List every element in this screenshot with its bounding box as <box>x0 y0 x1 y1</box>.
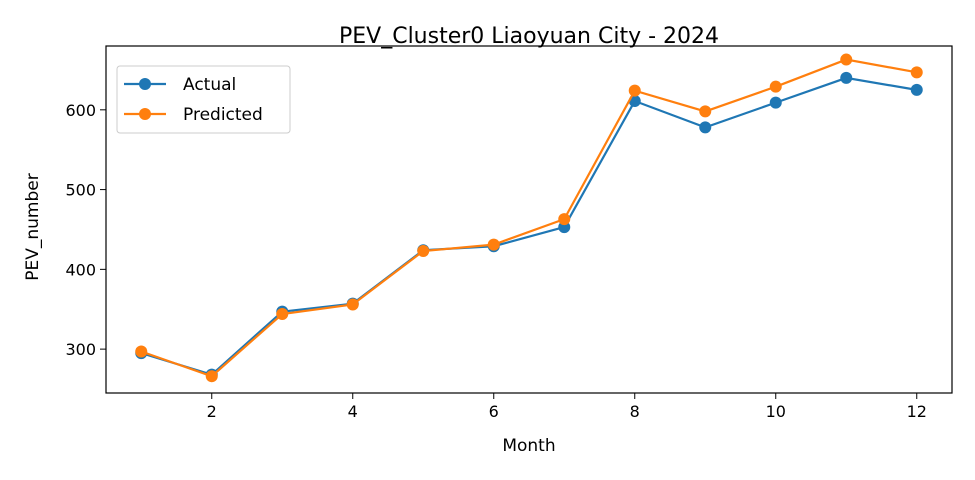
chart-title: PEV_Cluster0 Liaoyuan City - 2024 <box>339 24 719 49</box>
plot-area <box>105 45 953 394</box>
data-point-predicted <box>417 245 430 258</box>
data-point-predicted <box>558 213 571 226</box>
data-point-predicted <box>135 345 148 358</box>
x-tick-label: 4 <box>348 402 358 421</box>
legend-box <box>116 65 291 134</box>
y-tick-label: 500 <box>65 181 96 200</box>
x-tick-label: 12 <box>907 402 927 421</box>
legend-label-actual: Actual <box>183 75 236 95</box>
y-axis-label: PEV_number <box>23 173 43 280</box>
x-tick-label: 10 <box>766 402 786 421</box>
data-point-predicted <box>628 84 641 97</box>
data-point-predicted <box>840 53 853 66</box>
y-tick-label: 300 <box>65 340 96 359</box>
x-axis-label: Month <box>502 436 555 456</box>
x-axis: 2 4 6 8 10 12 <box>207 393 927 421</box>
data-point-predicted <box>769 80 782 93</box>
data-point-predicted <box>699 105 712 118</box>
legend: Actual Predicted <box>116 65 291 134</box>
x-tick-label: 6 <box>489 402 499 421</box>
data-point-predicted <box>346 298 359 311</box>
data-point-actual <box>910 83 923 96</box>
data-point-predicted <box>205 370 218 383</box>
y-tick-label: 600 <box>65 101 96 120</box>
legend-marker-actual <box>139 78 151 90</box>
y-axis: 300 400 500 600 <box>65 101 106 359</box>
data-point-predicted <box>276 308 289 321</box>
data-point-actual <box>840 71 853 84</box>
series-line-predicted <box>140 58 917 378</box>
x-tick-label: 8 <box>630 402 640 421</box>
y-tick-label: 400 <box>65 260 96 279</box>
legend-label-predicted: Predicted <box>183 105 263 125</box>
series-line-actual <box>140 76 917 376</box>
legend-marker-predicted <box>139 108 151 120</box>
data-point-predicted <box>487 238 500 251</box>
x-tick-label: 2 <box>207 402 217 421</box>
data-point-predicted <box>910 66 923 79</box>
series-layer <box>135 53 923 383</box>
data-point-actual <box>699 121 712 134</box>
data-point-actual <box>769 96 782 109</box>
